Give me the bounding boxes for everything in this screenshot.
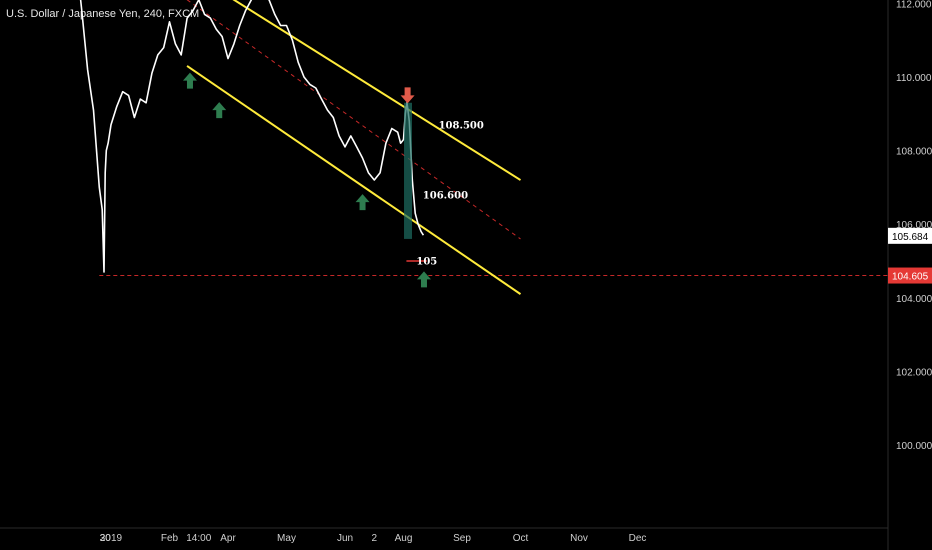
price-series-line <box>79 0 425 273</box>
y-tick-label: 102.000 <box>896 367 932 378</box>
price-annotation: 108.500 <box>439 121 484 132</box>
arrow-up-icon <box>182 72 197 89</box>
drop-highlight <box>404 102 413 239</box>
arrow-up-icon <box>355 194 370 211</box>
x-tick-label: 2019 <box>100 533 123 544</box>
x-tick-label: Nov <box>570 533 588 544</box>
x-tick-label: Aug <box>395 533 413 544</box>
chart-title: U.S. Dollar / Japanese Yen, 240, FXCM <box>6 8 200 20</box>
x-tick-label: 14:00 <box>186 533 211 544</box>
y-tick-label: 106.000 <box>896 220 932 231</box>
price-annotation: 106.600 <box>423 190 468 201</box>
channel-line-upper <box>232 0 522 181</box>
arrow-down-icon <box>400 87 415 104</box>
arrow-up-icon <box>416 271 431 288</box>
x-tick-label: 2 <box>371 533 377 544</box>
price-badge-label: 104.605 <box>892 272 929 283</box>
x-tick-label: Jun <box>337 533 353 544</box>
price-annotation: 105 <box>416 257 437 268</box>
price-badge <box>888 267 932 284</box>
x-tick-label: Apr <box>220 533 236 544</box>
price-badge <box>888 227 932 244</box>
channel-line-lower <box>186 65 522 295</box>
x-tick-label: Feb <box>161 533 179 544</box>
y-tick-label: 100.000 <box>896 441 932 452</box>
y-tick-label: 104.000 <box>896 294 932 305</box>
x-tick-label: 30 <box>100 533 112 544</box>
y-tick-label: 108.000 <box>896 147 932 158</box>
y-tick-label: 112.000 <box>896 0 932 10</box>
y-tick-label: 110.000 <box>896 73 932 84</box>
x-tick-label: Sep <box>453 533 471 544</box>
x-tick-label: Dec <box>629 533 647 544</box>
arrow-up-icon <box>212 102 227 119</box>
price-badge-label: 105.684 <box>892 232 929 243</box>
x-tick-label: May <box>277 533 296 544</box>
x-tick-label: Oct <box>513 533 529 544</box>
